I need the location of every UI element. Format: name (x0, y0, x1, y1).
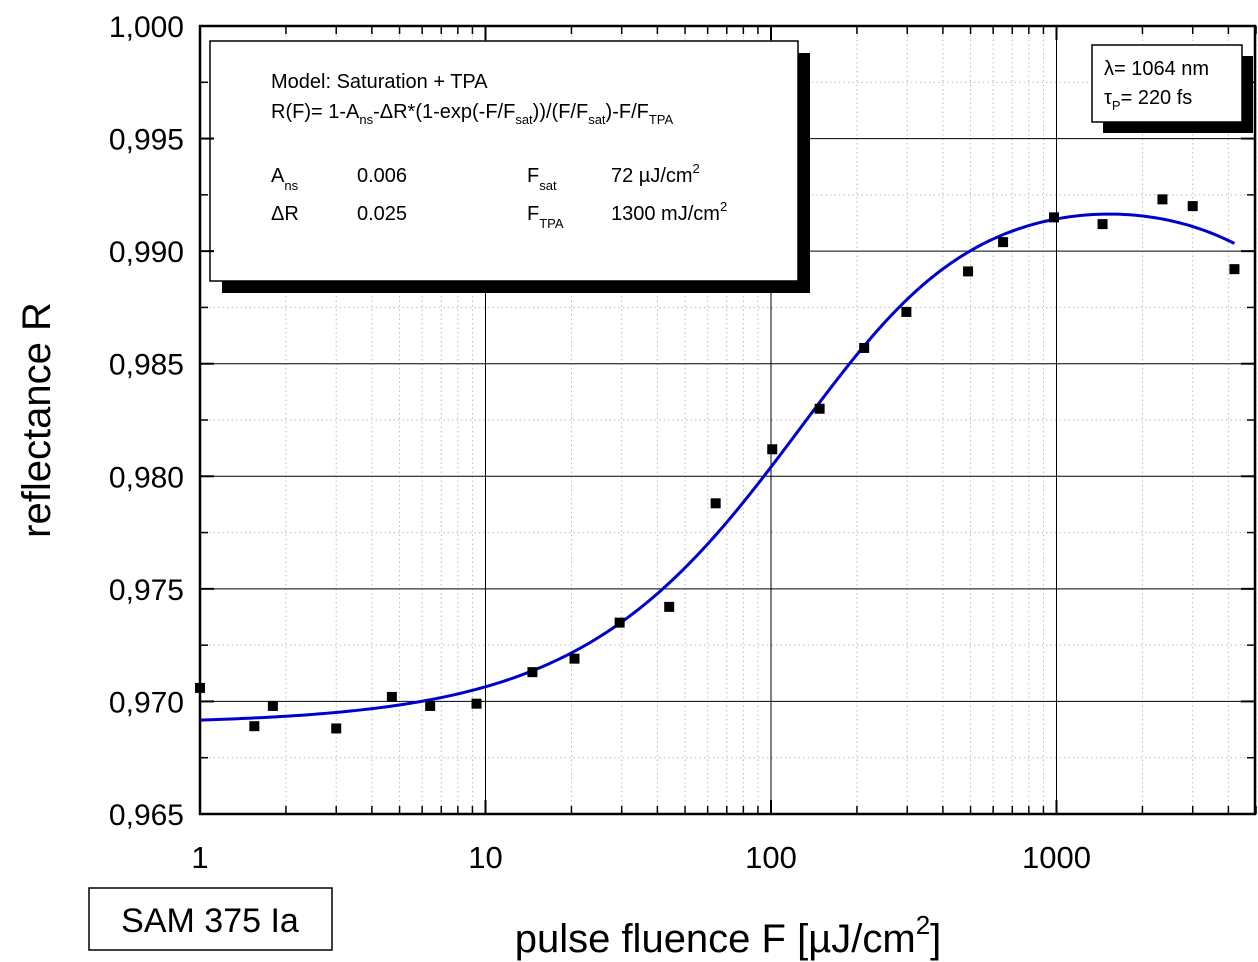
data-point (569, 653, 580, 664)
fit-box-frame (209, 40, 799, 282)
data-point (386, 691, 397, 702)
data-point (425, 700, 436, 711)
data-point (249, 721, 260, 732)
eq-part: -ΔR*(1-exp(-F/F (373, 101, 515, 123)
eq-sub: TPA (649, 112, 674, 127)
laser-info-box: λ= 1064 nm τP= 220 fs (1091, 44, 1253, 133)
y-tick-label: 0,990 (109, 236, 184, 269)
fit-curve (199, 212, 1236, 722)
data-point (614, 617, 625, 628)
x-tick-label: 1000 (1022, 840, 1091, 875)
data-point (471, 698, 482, 709)
axis-tick-labels: 1 10 100 1000 0,965 0,970 0,975 0,980 0,985 0,990… (109, 11, 1091, 875)
y-tick-label: 0,975 (109, 574, 184, 607)
param-dr-value: 0.025 (357, 203, 407, 225)
data-point (1048, 212, 1059, 223)
data-point (814, 403, 825, 414)
param-ftpa-value: 1300 mJ/cm2 (611, 199, 727, 225)
param-fsat-name: Fsat (527, 165, 557, 193)
y-tick-label: 0,970 (109, 686, 184, 719)
y-tick-label: 0,980 (109, 461, 184, 494)
pulse-duration-label: τP= 220 fs (1104, 87, 1192, 113)
y-tick-label: 0,995 (109, 124, 184, 157)
param-fsat-value: 72 µJ/cm2 (611, 161, 700, 187)
y-tick-label: 1,000 (109, 11, 184, 44)
y-tick-label: 0,965 (109, 799, 184, 832)
wavelength-label: λ= 1064 nm (1104, 58, 1209, 80)
data-point (331, 723, 342, 734)
info-box-frame (1091, 44, 1243, 123)
data-point (1157, 194, 1168, 205)
data-point (1229, 264, 1240, 275)
sample-label-frame (88, 887, 333, 951)
fit-box: Model: Saturation + TPA R(F)= 1-Ans-ΔR*(… (209, 40, 810, 293)
eq-part: ))/(F/F (533, 101, 589, 123)
data-point (664, 601, 675, 612)
data-point (710, 498, 721, 509)
data-point (859, 342, 870, 353)
fit-curve-layer (199, 212, 1236, 722)
eq-sub: ns (359, 112, 373, 127)
y-tick-label: 0,985 (109, 349, 184, 382)
y-axis-title: reflectance R (15, 302, 59, 538)
param-dr-name: ΔR (271, 203, 299, 225)
eq-part: )-F/F (606, 101, 649, 123)
x-axis-title: pulse fluence F [µJ/cm2] (515, 910, 942, 961)
eq-sub: sat (515, 112, 533, 127)
data-point (527, 667, 538, 678)
data-point (998, 237, 1009, 248)
param-ftpa-name: FTPA (527, 203, 564, 231)
fit-equation: R(F)= 1-Ans-ΔR*(1-exp(-F/Fsat))/(F/Fsat)… (271, 101, 674, 127)
sample-label: SAM 375 Ia (121, 902, 299, 940)
fit-model-title: Model: Saturation + TPA (271, 71, 488, 93)
x-tick-label: 1 (191, 840, 208, 875)
sample-label-box: SAM 375 Ia (88, 887, 333, 951)
eq-part: R(F)= 1-A (271, 101, 360, 123)
x-tick-label: 10 (468, 840, 502, 875)
data-point (1097, 219, 1108, 230)
data-point (767, 444, 778, 455)
data-point (963, 266, 974, 277)
param-ans-name: Ans (271, 165, 299, 193)
data-point (267, 700, 278, 711)
eq-sub: sat (588, 112, 606, 127)
param-ans-value: 0.006 (357, 165, 407, 187)
axis-ticks (199, 25, 1257, 815)
data-point (901, 306, 912, 317)
data-point (1187, 201, 1198, 212)
x-tick-label: 100 (745, 840, 797, 875)
